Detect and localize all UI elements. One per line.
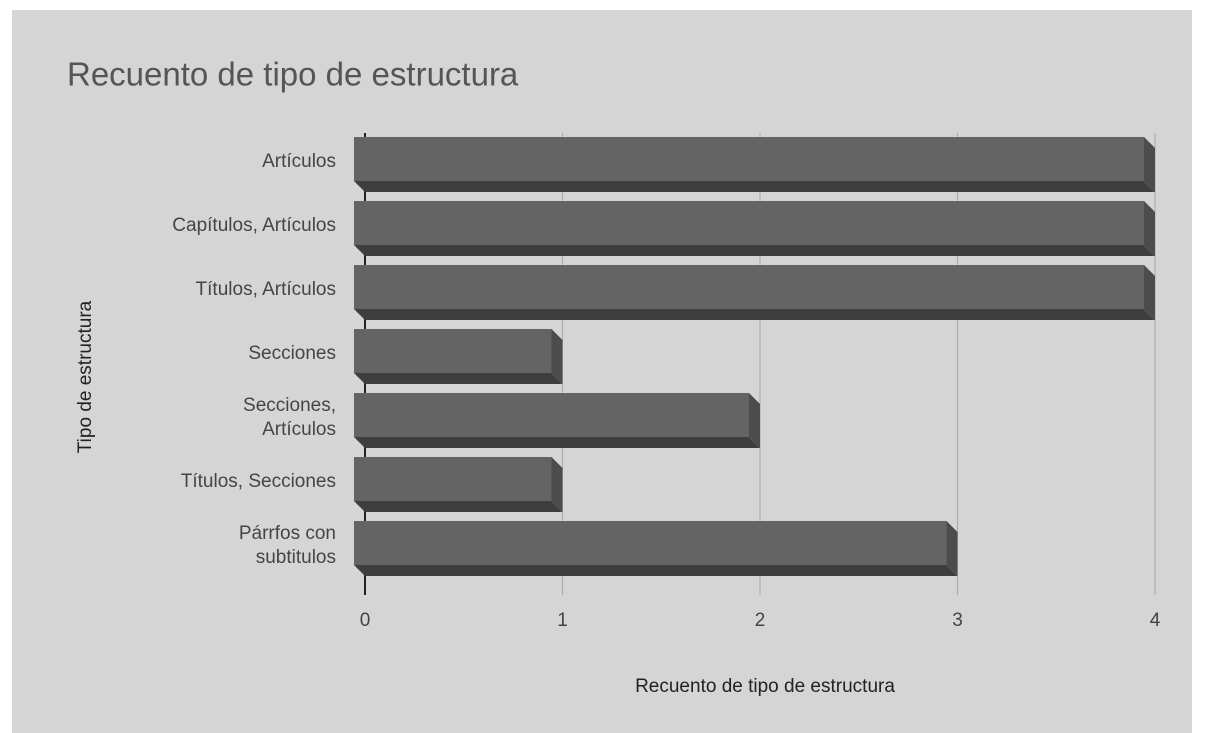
x-tick-label: 3 (952, 610, 963, 631)
bar (354, 329, 563, 384)
y-tick-label: Secciones (248, 343, 336, 364)
bar-bottom-face (354, 565, 958, 576)
bar-bottom-face (354, 373, 563, 384)
bar-front-face (354, 457, 552, 501)
bar-bottom-face (354, 437, 760, 448)
x-tick-label: 1 (557, 610, 568, 631)
bar-front-face (354, 393, 749, 437)
chart-title: Recuento de tipo de estructura (67, 56, 519, 93)
y-tick-label: Artículos (262, 151, 336, 172)
y-tick-label: Capítulos, Artículos (172, 215, 336, 236)
y-tick-label: Títulos, Secciones (180, 471, 336, 492)
y-axis-label: Tipo de estructura (75, 300, 96, 453)
bar-side-face (1144, 137, 1155, 192)
bar-side-face (1144, 265, 1155, 320)
bar-side-face (551, 329, 563, 384)
bar-front-face (354, 521, 947, 565)
bar-bottom-face (354, 181, 1155, 192)
y-tick-label: Párrfos con subtitulos (238, 523, 336, 568)
bar-front-face (354, 329, 552, 373)
bar (354, 265, 1155, 320)
x-axis-label: Recuento de tipo de estructura (635, 676, 895, 697)
y-tick-label: Secciones, Artículos (243, 395, 336, 440)
bar-front-face (354, 201, 1144, 245)
bar (354, 521, 958, 576)
bar (354, 457, 563, 512)
bar-front-face (354, 265, 1144, 309)
bar-bottom-face (354, 501, 563, 512)
x-tick-label: 2 (755, 610, 766, 631)
bar (354, 201, 1155, 256)
bar-front-face (354, 137, 1144, 181)
y-tick-label: Títulos, Artículos (195, 279, 336, 300)
bar-bottom-face (354, 245, 1155, 256)
bar-side-face (551, 457, 563, 512)
bar (354, 393, 760, 448)
bar-side-face (749, 393, 760, 448)
bar-side-face (946, 521, 958, 576)
bar-side-face (1144, 201, 1155, 256)
bar (354, 137, 1155, 192)
chart-card (12, 10, 1192, 733)
x-tick-label: 4 (1150, 610, 1161, 631)
x-tick-label: 0 (360, 610, 371, 631)
bar-bottom-face (354, 309, 1155, 320)
